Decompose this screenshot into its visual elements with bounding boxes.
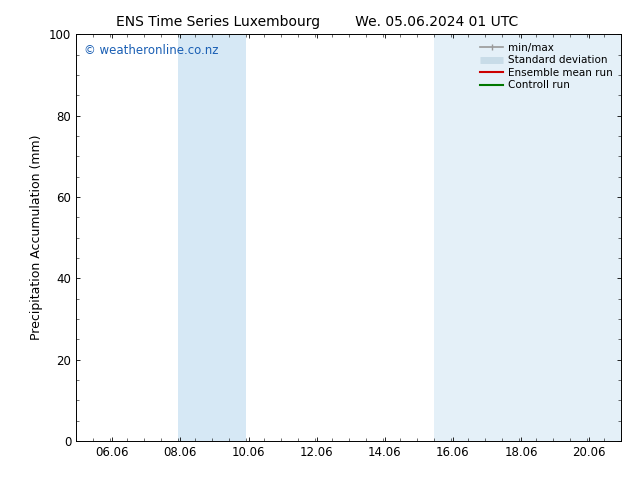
Legend: min/max, Standard deviation, Ensemble mean run, Controll run: min/max, Standard deviation, Ensemble me…: [477, 40, 616, 94]
Text: ENS Time Series Luxembourg        We. 05.06.2024 01 UTC: ENS Time Series Luxembourg We. 05.06.202…: [116, 15, 518, 29]
Text: © weatheronline.co.nz: © weatheronline.co.nz: [84, 45, 219, 57]
Bar: [434, 34, 621, 441]
Bar: [178, 34, 247, 441]
Y-axis label: Precipitation Accumulation (mm): Precipitation Accumulation (mm): [30, 135, 43, 341]
